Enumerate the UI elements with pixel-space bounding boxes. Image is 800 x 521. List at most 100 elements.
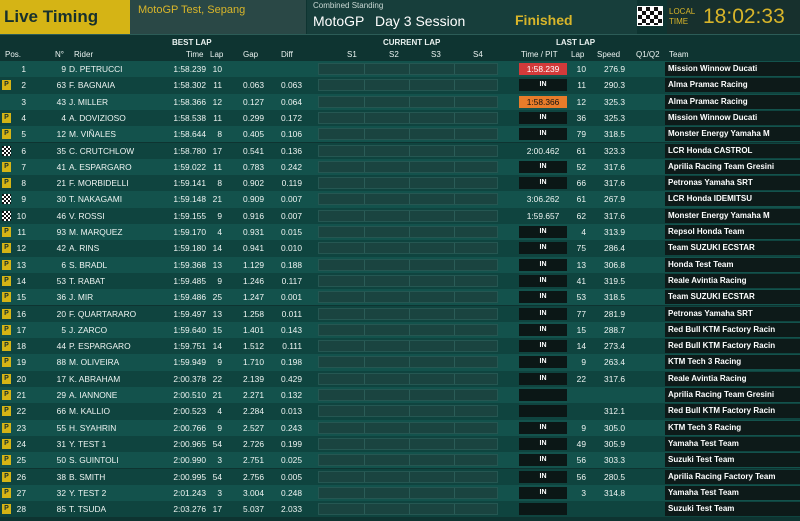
best-lap-number: 14 <box>212 243 222 254</box>
current-lap-sectors <box>318 454 498 467</box>
table-row[interactable]: P 28 85 T. TSUDA 2:03.276 17 5.037 2.033 Suzuki … <box>0 501 800 518</box>
table-row[interactable]: P 4 4 A. DOVIZIOSO 1:58.538 11 0.299 0.172 IN 36 3… <box>0 109 800 127</box>
pit-icon: P <box>2 112 11 123</box>
best-lap-number: 11 <box>213 80 222 91</box>
current-lap-sectors <box>318 95 498 108</box>
table-row[interactable]: P 24 31 Y. TEST 1 2:00.965 54 2.726 0.199 IN 49 30… <box>0 435 800 453</box>
rider-name: M. OLIVEIRA <box>69 357 120 368</box>
best-lap-time: 2:01.243 <box>173 487 206 498</box>
table-row[interactable]: P 18 44 P. ESPARGARO 1:59.751 14 1.512 0.111 IN 1… <box>0 338 800 355</box>
best-lap-time: 2:00.510 <box>173 390 206 400</box>
rider-name: M. KALLIO <box>69 406 110 417</box>
position: 17 <box>16 324 26 335</box>
best-lap-number: 17 <box>212 145 222 156</box>
speed: 290.3 <box>604 80 625 91</box>
rider-name: P. ESPARGARO <box>69 341 131 352</box>
gap: 2.756 <box>243 471 264 482</box>
position: 9 <box>21 194 26 205</box>
table-row[interactable]: P 11 93 M. MARQUEZ 1:59.170 4 0.931 0.015 IN 4 313… <box>0 224 800 241</box>
team-name: Red Bull KTM Factory Racin <box>665 339 800 354</box>
last-lap-time: 2:00.462 <box>526 145 560 156</box>
position: 14 <box>16 275 26 286</box>
last-lap-number: 22 <box>576 373 586 384</box>
best-lap-time: 2:00.965 <box>173 438 206 449</box>
rider-number: 66 <box>56 406 66 417</box>
last-lap-time: IN <box>519 111 567 124</box>
current-lap-sectors <box>318 323 498 336</box>
rider-number: 31 <box>56 438 66 449</box>
table-row[interactable]: P 13 6 S. BRADL 1:59.368 13 1.129 0.188 IN 13 306.… <box>0 256 800 273</box>
table-row[interactable]: P 8 21 F. MORBIDELLI 1:59.141 8 0.902 0.119 IN 66… <box>0 175 800 192</box>
speed: 306.8 <box>604 259 625 270</box>
current-lap-sectors <box>318 226 498 238</box>
current-lap-sectors <box>318 389 498 401</box>
table-row[interactable]: P 19 88 M. OLIVEIRA 1:59.949 9 1.710 0.198 IN 9 26… <box>0 354 800 371</box>
last-lap-number: 53 <box>576 292 586 303</box>
table-row[interactable]: 9 30 T. NAKAGAMI 1:59.148 21 0.909 0.007 3:06.2… <box>0 191 800 208</box>
last-lap-time: IN <box>519 323 567 336</box>
table-row[interactable]: P 17 5 J. ZARCO 1:59.640 15 1.401 0.143 IN 15 288.… <box>0 321 800 339</box>
position: 23 <box>16 422 26 433</box>
table-row[interactable]: P 26 38 B. SMITH 2:00.995 54 2.756 0.005 IN 56 280… <box>0 468 800 485</box>
pit-icon: P <box>2 357 11 368</box>
team-name: Suzuki Test Team <box>665 453 800 468</box>
table-row[interactable]: P 20 17 K. ABRAHAM 2:00.378 22 2.139 0.429 IN 22 3… <box>0 370 800 387</box>
current-lap-sectors <box>318 503 498 516</box>
best-lap-number: 22 <box>212 373 222 384</box>
table-row[interactable]: P 16 20 F. QUARTARARO 1:59.497 13 1.258 0.011 IN… <box>0 305 800 322</box>
last-lap-number: 12 <box>576 96 586 107</box>
table-row[interactable]: P 22 66 M. KALLIO 2:00.523 4 2.284 0.013 312.1 Re… <box>0 403 800 420</box>
best-lap-number: 4 <box>217 406 222 417</box>
best-lap-number: 8 <box>217 178 222 189</box>
col-rider: Rider <box>74 50 94 59</box>
local-clock: 18:02:33 <box>703 5 785 28</box>
pit-icon: P <box>2 390 11 400</box>
team-name: Repsol Honda Team <box>665 225 800 239</box>
last-lap-number: 52 <box>576 161 586 172</box>
position: 24 <box>16 438 26 449</box>
table-row[interactable]: P 12 42 A. RINS 1:59.180 14 0.941 0.010 IN 75 286.… <box>0 240 800 257</box>
best-lap-time: 1:58.302 <box>173 80 206 91</box>
last-lap-number: 36 <box>576 112 586 123</box>
table-row[interactable]: 6 35 C. CRUTCHLOW 1:58.780 17 0.541 0.136 2:00.… <box>0 142 800 159</box>
best-lap-time: 1:58.644 <box>173 129 206 140</box>
current-lap-sectors <box>318 209 498 222</box>
last-lap-time: IN <box>519 79 567 92</box>
diff: 0.001 <box>281 292 302 303</box>
best-lap-time: 2:00.766 <box>173 422 206 433</box>
rider-name: B. SMITH <box>69 471 106 482</box>
speed: 286.4 <box>604 243 625 254</box>
team-name: Mission Winnow Ducati <box>665 110 800 125</box>
table-row[interactable]: 3 43 J. MILLER 1:58.366 12 0.127 0.064 1:58.366… <box>0 93 800 110</box>
table-row[interactable]: P 5 12 M. VIÑALES 1:58.644 8 0.405 0.106 IN 79 318… <box>0 126 800 143</box>
table-row[interactable]: P 14 53 T. RABAT 1:59.485 9 1.246 0.117 IN 41 319.… <box>0 272 800 290</box>
best-lap-number: 3 <box>217 455 222 466</box>
rider-name: T. RABAT <box>69 275 106 286</box>
pit-icon: P <box>2 406 11 417</box>
best-lap-number: 9 <box>217 210 222 221</box>
best-lap-time: 2:00.995 <box>173 471 206 482</box>
rider-number: 88 <box>56 357 66 368</box>
gap: 0.127 <box>243 96 264 107</box>
best-lap-number: 4 <box>217 227 222 237</box>
table-row[interactable]: P 15 36 J. MIR 1:59.486 25 1.247 0.001 IN 53 318.5… <box>0 289 800 306</box>
table-row[interactable]: P 21 29 A. IANNONE 2:00.510 21 2.271 0.132 April… <box>0 387 800 404</box>
last-lap-number: 56 <box>576 471 586 482</box>
table-row[interactable]: P 25 50 S. GUINTOLI 2:00.990 3 2.751 0.025 IN 56 3… <box>0 452 800 469</box>
last-lap-header: LAST LAP <box>556 38 596 47</box>
table-row[interactable]: P 2 63 F. BAGNAIA 1:58.302 11 0.063 0.063 IN 11 29… <box>0 77 800 94</box>
rider-number: 20 <box>56 308 66 319</box>
table-row[interactable]: P 23 55 H. SYAHRIN 2:00.766 9 2.527 0.243 IN 9 305… <box>0 419 800 436</box>
table-row[interactable]: P 7 41 A. ESPARGARO 1:59.022 11 0.783 0.242 IN 52… <box>0 158 800 176</box>
diff: 0.188 <box>281 259 302 270</box>
event-name: MotoGP Test, Sepang <box>130 0 306 34</box>
diff: 0.248 <box>281 487 302 498</box>
rider-number: 32 <box>56 487 66 498</box>
gap: 0.909 <box>243 194 264 205</box>
table-row[interactable]: 1 9 D. PETRUCCI 1:58.239 10 1:58.239 10 276.9 Mi… <box>0 61 800 78</box>
best-lap-time: 1:59.368 <box>173 259 206 270</box>
table-row[interactable]: 10 46 V. ROSSI 1:59.155 9 0.916 0.007 1:59.657 6… <box>0 207 800 224</box>
pit-icon: P <box>2 292 11 303</box>
diff: 0.013 <box>281 406 302 417</box>
table-row[interactable]: P 27 32 Y. TEST 2 2:01.243 3 3.004 0.248 IN 3 314.… <box>0 484 800 502</box>
